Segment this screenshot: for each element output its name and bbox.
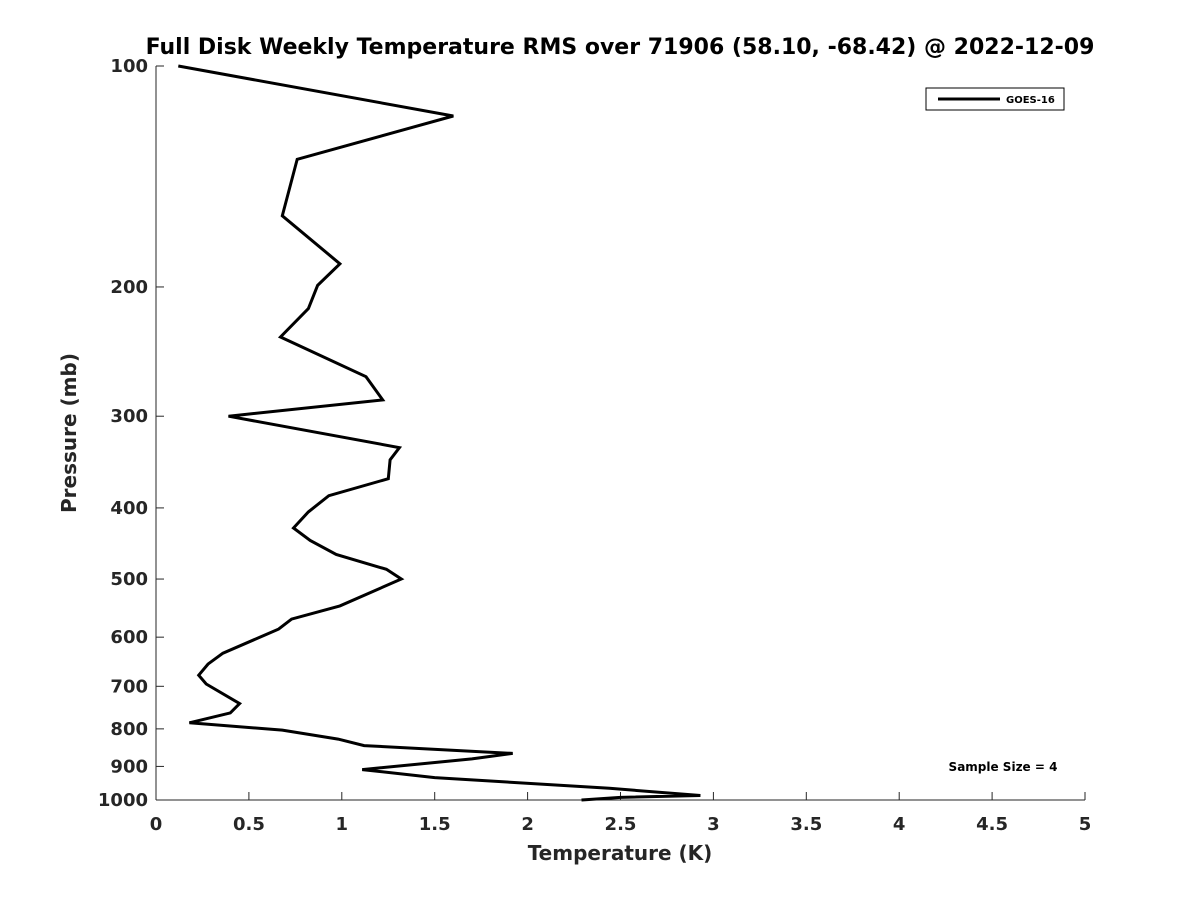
y-tick-label: 800 — [110, 719, 148, 740]
y-tick-label: 1000 — [98, 790, 148, 811]
x-tick-label: 3.5 — [790, 814, 822, 835]
x-tick-label: 3 — [707, 814, 720, 835]
x-tick-label: 1 — [336, 814, 349, 835]
sample-size-annotation: Sample Size = 4 — [949, 760, 1058, 774]
plot-area: 0 0.5 1 1.5 2 2.5 3 3.5 4 4.5 5 100 200 300 400 500 600 7… — [98, 56, 1091, 835]
y-tick-label: 700 — [110, 676, 148, 697]
legend-label-goes-16: GOES-16 — [1006, 95, 1055, 106]
x-tick-label: 0 — [150, 814, 163, 835]
x-tick-label: 1.5 — [419, 814, 451, 835]
x-tick-label: 4.5 — [976, 814, 1008, 835]
y-tick-label: 100 — [110, 56, 148, 77]
chart-title: Full Disk Weekly Temperature RMS over 71… — [146, 35, 1095, 60]
y-tick-label: 600 — [110, 627, 148, 648]
legend: GOES-16 — [925, 87, 1065, 111]
x-tick-label: 0.5 — [233, 814, 265, 835]
x-tick-label: 4 — [893, 814, 906, 835]
x-tick-label: 5 — [1079, 814, 1092, 835]
y-tick-label: 200 — [110, 277, 148, 298]
x-tick-label: 2 — [521, 814, 534, 835]
y-tick-label: 400 — [110, 498, 148, 519]
y-tick-label: 900 — [110, 756, 148, 777]
series-line-goes-16 — [178, 64, 701, 802]
x-axis-label: Temperature (K) — [528, 841, 713, 865]
y-axis-label: Pressure (mb) — [57, 353, 81, 513]
x-tick-label: 2.5 — [605, 814, 637, 835]
y-tick-label: 300 — [110, 406, 148, 427]
y-tick-label: 500 — [110, 569, 148, 590]
